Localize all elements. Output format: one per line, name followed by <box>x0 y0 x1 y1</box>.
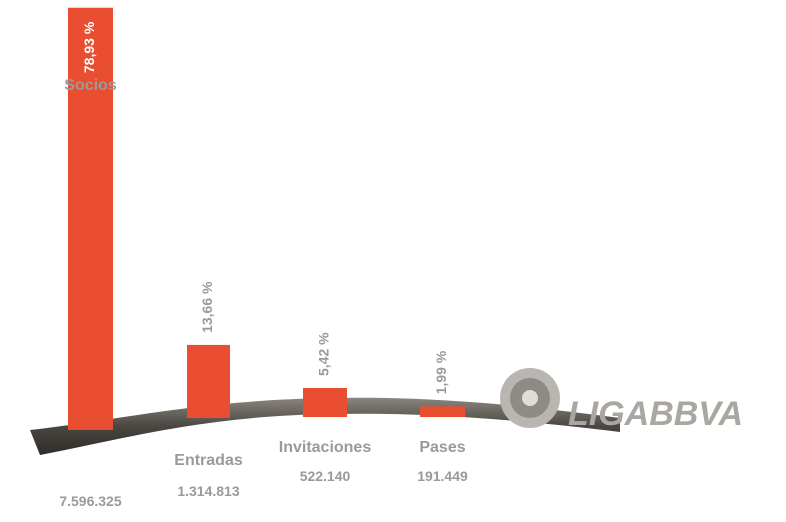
category-count: 7.596.325 <box>59 493 121 509</box>
ribbon <box>30 397 620 455</box>
bar <box>303 388 347 417</box>
category-count: 191.449 <box>417 468 468 484</box>
category-count: 1.314.813 <box>177 483 239 499</box>
category-label: Pases <box>419 439 465 456</box>
value-label: 1,99 % <box>433 350 449 394</box>
value-label: 5,42 % <box>316 332 332 376</box>
bar <box>420 406 465 417</box>
logo-text: LIGABBVA <box>568 395 743 433</box>
bar <box>187 344 230 418</box>
category-label: Socios <box>64 77 117 94</box>
logo-icon <box>500 368 560 428</box>
category-label: Entradas <box>174 452 243 469</box>
bar <box>68 7 113 431</box>
value-label: 13,66 % <box>199 281 215 333</box>
value-label: 78,93 % <box>81 21 97 73</box>
category-count: 522.140 <box>300 468 351 484</box>
category-label: Invitaciones <box>279 439 372 456</box>
